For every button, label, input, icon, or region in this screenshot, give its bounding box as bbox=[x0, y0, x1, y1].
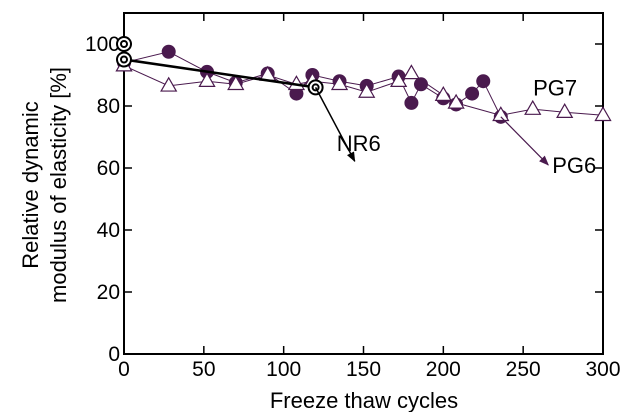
y-tick-label: 100 bbox=[85, 33, 120, 56]
data-point bbox=[227, 75, 245, 91]
y-tick-label: 0 bbox=[108, 343, 120, 366]
series-nr6 bbox=[116, 36, 324, 96]
pg6-arrow bbox=[500, 116, 549, 166]
nr6-arrow bbox=[314, 87, 356, 163]
data-point bbox=[447, 93, 465, 109]
label-pg6: PG6 bbox=[552, 153, 596, 178]
chart-labels: Freeze thaw cycles Relative dynamic modu… bbox=[18, 67, 596, 412]
axis-ticks: 0 50 100 150 200 250 300 0 20 40 60 80 100 bbox=[85, 13, 621, 381]
data-point bbox=[413, 77, 428, 92]
y-tick-label: 20 bbox=[97, 281, 120, 304]
data-point bbox=[594, 106, 612, 122]
data-point bbox=[160, 76, 178, 92]
series-layer bbox=[115, 36, 612, 124]
annotation-arrows bbox=[314, 87, 549, 166]
data-point bbox=[404, 95, 419, 110]
data-point bbox=[389, 71, 408, 88]
y-tick-label: 60 bbox=[97, 157, 120, 180]
x-tick-label: 200 bbox=[426, 358, 461, 381]
x-tick-label: 100 bbox=[266, 358, 301, 381]
data-point bbox=[556, 102, 574, 119]
data-point bbox=[402, 64, 421, 80]
x-axis-title: Freeze thaw cycles bbox=[270, 388, 458, 412]
data-point bbox=[161, 44, 176, 59]
data-point bbox=[476, 74, 491, 89]
y-tick-label: 40 bbox=[97, 219, 120, 242]
x-tick-label: 300 bbox=[585, 358, 620, 381]
x-tick-label: 250 bbox=[506, 358, 541, 381]
x-tick-label: 150 bbox=[346, 358, 381, 381]
data-point bbox=[198, 71, 216, 88]
data-point bbox=[465, 86, 480, 101]
data-point-inner bbox=[120, 55, 128, 64]
x-tick-label: 0 bbox=[118, 358, 130, 381]
label-nr6: NR6 bbox=[337, 131, 381, 156]
y-axis-title-line-2: modulus of elasticity [%] bbox=[46, 67, 71, 303]
data-point bbox=[358, 82, 376, 98]
label-pg7: PG7 bbox=[533, 75, 577, 100]
data-point bbox=[492, 106, 510, 122]
y-tick-label: 80 bbox=[97, 95, 120, 118]
data-point bbox=[330, 75, 349, 91]
x-tick-label: 50 bbox=[192, 358, 215, 381]
data-point bbox=[524, 99, 542, 115]
y-axis-title-line-1: Relative dynamic bbox=[18, 101, 43, 269]
data-point-inner bbox=[120, 40, 128, 48]
data-point bbox=[434, 85, 452, 101]
plot-frame bbox=[123, 12, 604, 355]
